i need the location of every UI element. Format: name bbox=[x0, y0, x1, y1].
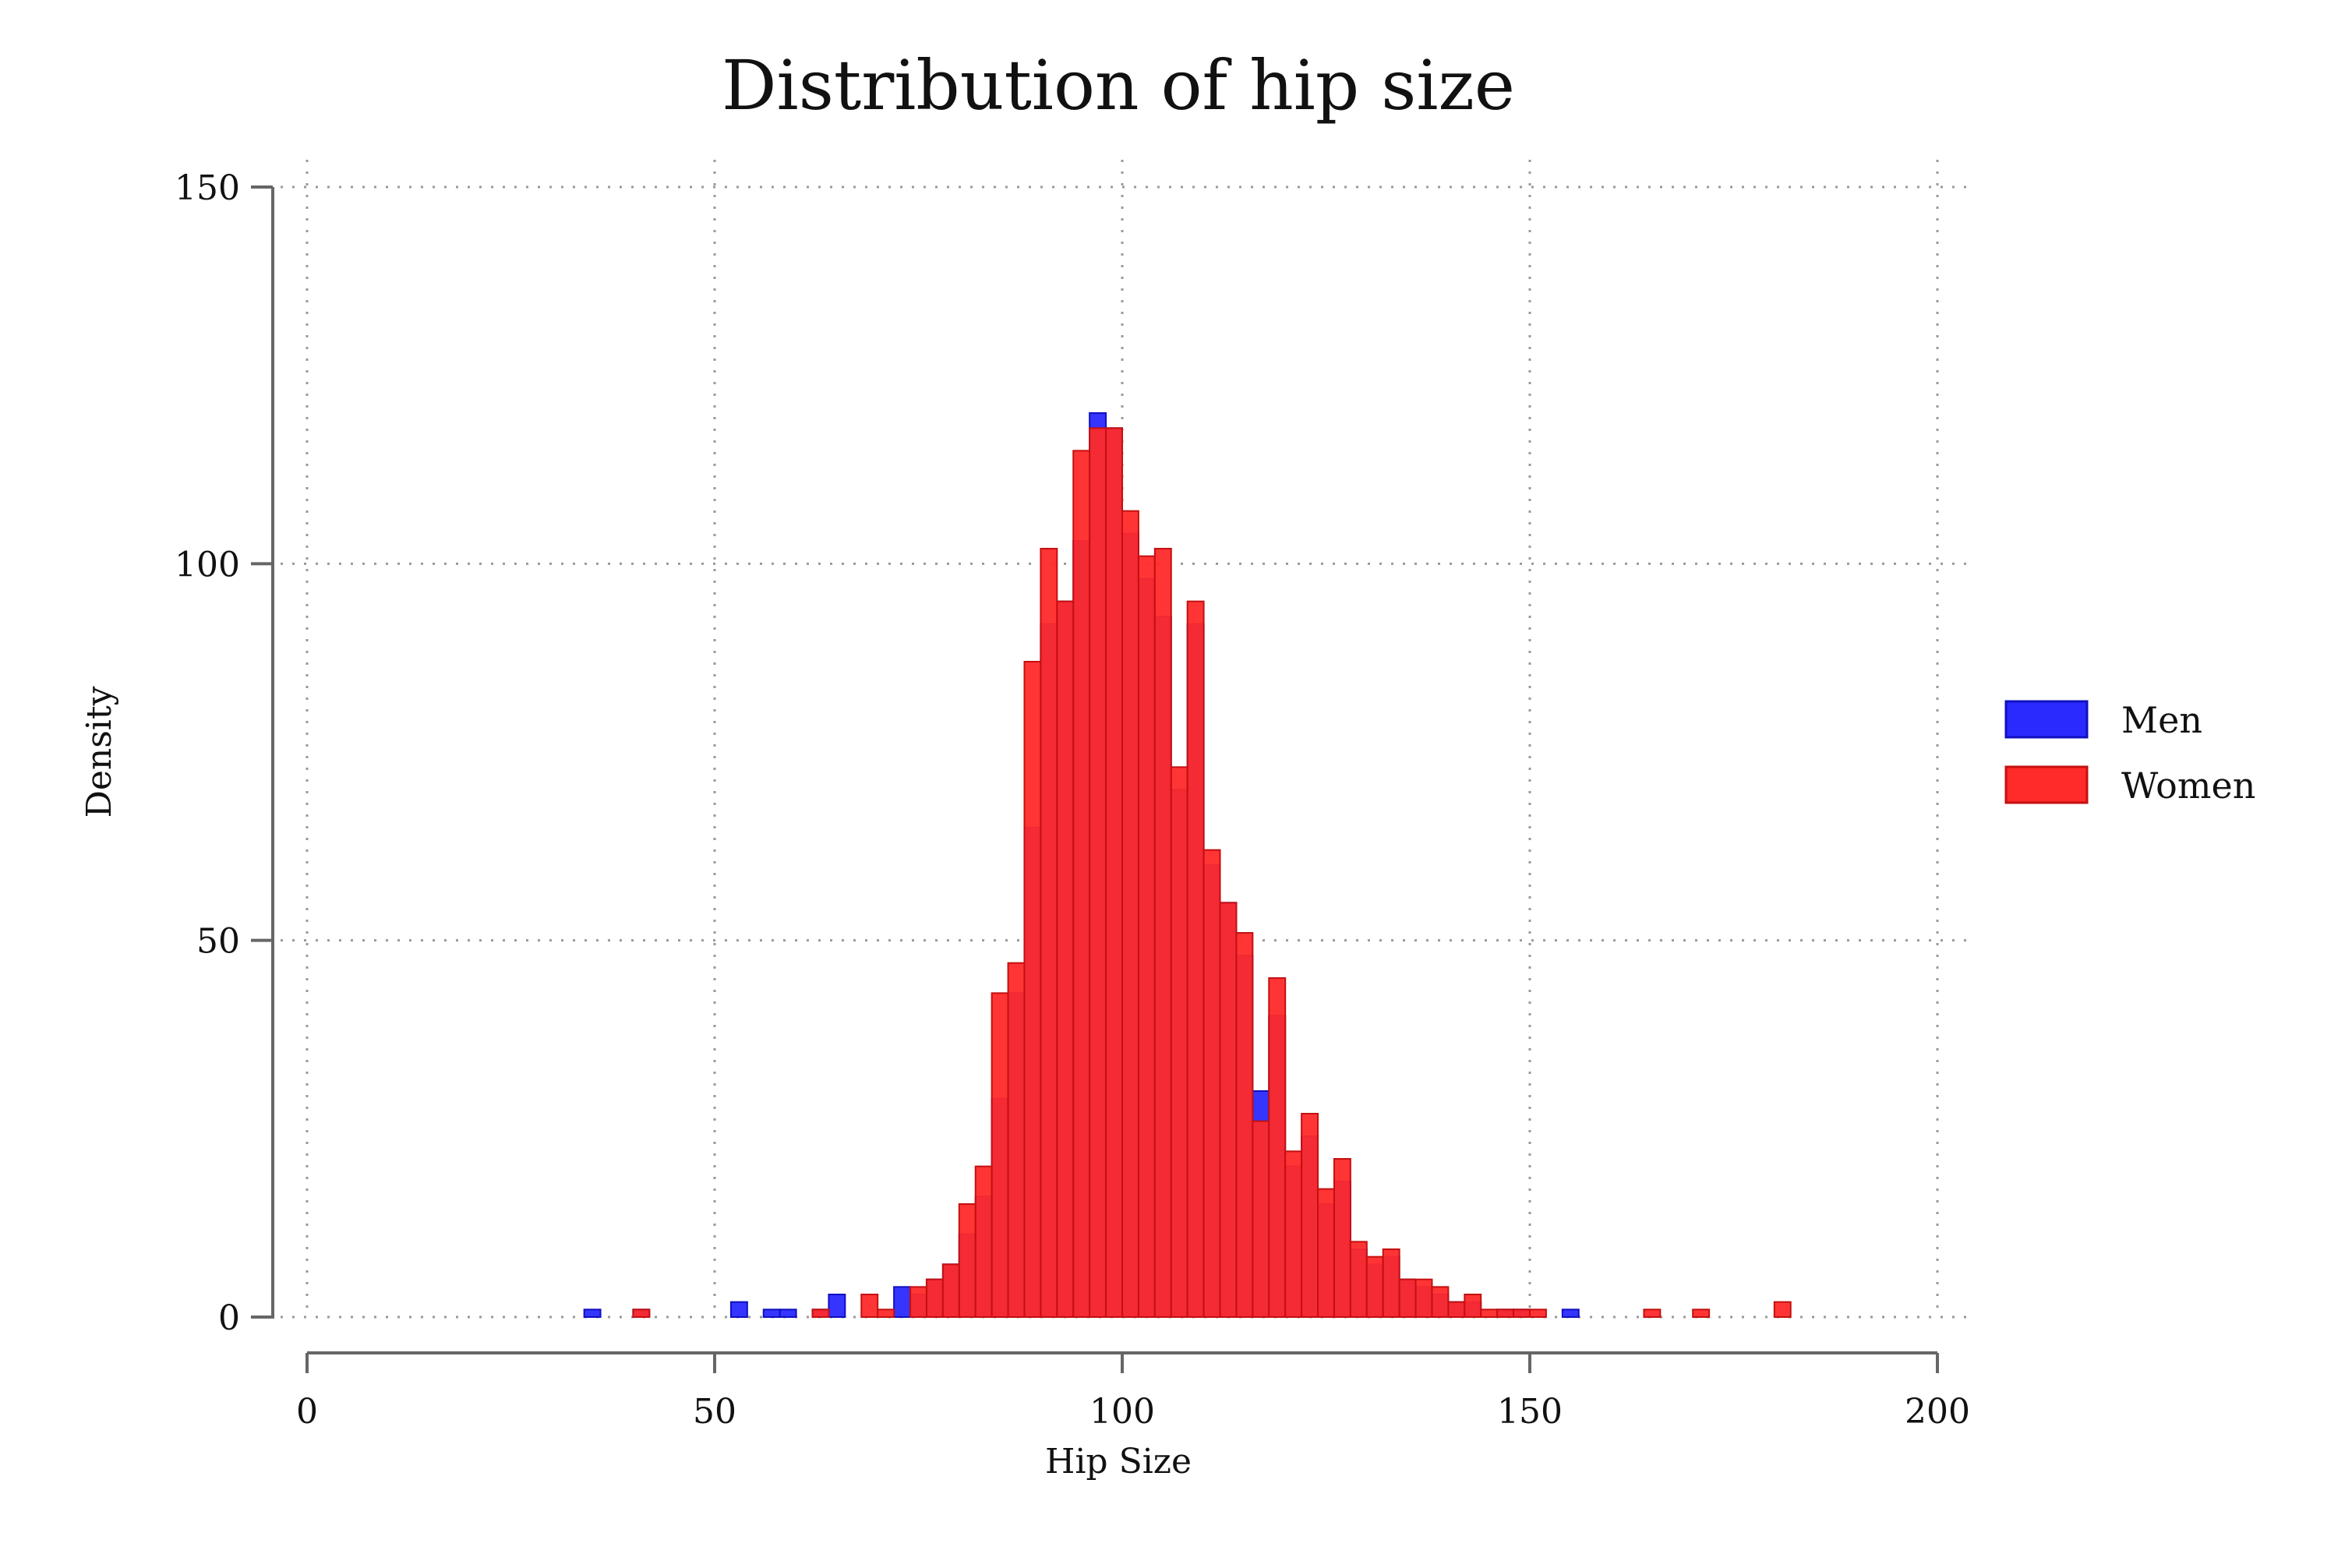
women-bar bbox=[941, 1263, 960, 1319]
y-axis-label: Density bbox=[79, 686, 119, 818]
y-tick-label: 100 bbox=[175, 545, 240, 584]
women-bar bbox=[1414, 1278, 1433, 1318]
women-bar bbox=[1137, 555, 1156, 1318]
women-bar bbox=[1349, 1241, 1368, 1319]
women-bar bbox=[1268, 977, 1287, 1318]
women-bar bbox=[1382, 1248, 1400, 1318]
chart-title: Distribution of hip size bbox=[722, 45, 1515, 125]
y-tick-label: 0 bbox=[218, 1298, 240, 1338]
women-bar bbox=[909, 1286, 927, 1319]
x-tick-label: 0 bbox=[296, 1392, 318, 1432]
women-bar bbox=[1284, 1150, 1303, 1319]
women-bar bbox=[1496, 1308, 1515, 1319]
women-bar bbox=[1040, 548, 1058, 1318]
women-bar bbox=[1333, 1158, 1351, 1318]
women-bar bbox=[1513, 1308, 1531, 1319]
men-bar bbox=[1561, 1308, 1580, 1319]
women-bar bbox=[1186, 600, 1205, 1318]
legend-swatch-men bbox=[2004, 700, 2089, 739]
women-bar bbox=[1301, 1113, 1319, 1318]
x-tick-label: 150 bbox=[1497, 1392, 1563, 1432]
men-bar bbox=[779, 1308, 797, 1319]
women-bar bbox=[1072, 450, 1091, 1318]
women-bar bbox=[1153, 548, 1172, 1318]
women-bar bbox=[1643, 1308, 1662, 1319]
women-bar bbox=[1529, 1308, 1547, 1319]
men-bar bbox=[893, 1286, 912, 1319]
y-tick-label: 50 bbox=[196, 922, 240, 962]
women-bar bbox=[632, 1308, 651, 1319]
men-bar bbox=[762, 1308, 781, 1319]
legend-swatch-women bbox=[2004, 765, 2089, 804]
women-bar bbox=[1398, 1278, 1417, 1318]
women-bar bbox=[1170, 766, 1188, 1318]
women-bar bbox=[1464, 1294, 1482, 1318]
women-bar bbox=[1121, 510, 1139, 1319]
x-tick-label: 50 bbox=[693, 1392, 736, 1432]
legend-label-men: Men bbox=[2121, 699, 2202, 741]
women-bar bbox=[1692, 1308, 1711, 1319]
men-bar bbox=[729, 1301, 748, 1318]
women-bar bbox=[1365, 1255, 1384, 1318]
women-bar bbox=[974, 1165, 993, 1318]
women-bar bbox=[1773, 1301, 1792, 1318]
women-bar bbox=[1202, 849, 1221, 1318]
women-bar bbox=[1480, 1308, 1499, 1319]
x-axis-label: Hip Size bbox=[1045, 1442, 1192, 1481]
women-bar bbox=[958, 1203, 976, 1318]
women-bar bbox=[1252, 1120, 1270, 1318]
women-bar bbox=[1447, 1301, 1466, 1318]
y-tick-label: 150 bbox=[175, 168, 240, 208]
x-tick-label: 100 bbox=[1089, 1392, 1155, 1432]
women-bar bbox=[1056, 600, 1075, 1318]
women-bar bbox=[1235, 932, 1254, 1318]
women-bar bbox=[991, 992, 1009, 1319]
women-bar bbox=[1007, 962, 1026, 1318]
women-bar bbox=[1431, 1286, 1450, 1319]
women-bar bbox=[1089, 427, 1107, 1318]
men-bar bbox=[583, 1308, 602, 1319]
men-bar bbox=[828, 1294, 846, 1318]
women-bar bbox=[877, 1308, 895, 1319]
women-bar bbox=[1317, 1188, 1335, 1318]
women-bar bbox=[860, 1294, 879, 1318]
axes: 0 50 100 150 0 50 100 150 200 bbox=[175, 168, 1970, 1432]
women-bar bbox=[1023, 661, 1042, 1318]
women-bar bbox=[1105, 427, 1123, 1318]
legend: Men Women bbox=[2004, 699, 2255, 807]
x-tick-label: 200 bbox=[1905, 1392, 1970, 1432]
women-bar bbox=[811, 1308, 830, 1319]
women-bar bbox=[1219, 902, 1238, 1319]
women-bar bbox=[925, 1278, 944, 1318]
series-women-bars bbox=[632, 427, 1792, 1319]
legend-label-women: Women bbox=[2121, 765, 2255, 807]
